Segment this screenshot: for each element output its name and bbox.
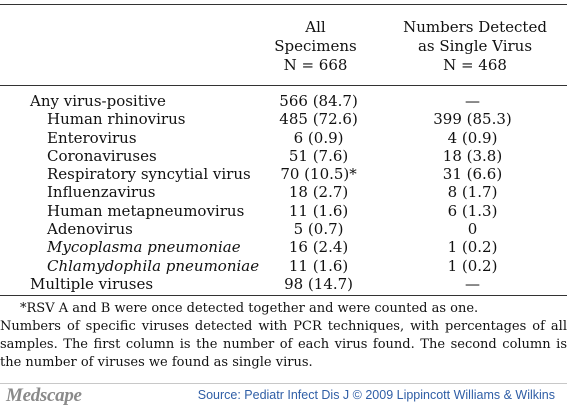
- row-label: Enterovirus: [47, 128, 137, 147]
- single-virus-value: 399 (85.3): [433, 110, 512, 129]
- single-virus-value: 1 (0.2): [447, 256, 498, 275]
- header-line: N = 468: [443, 56, 507, 74]
- header-line: All: [305, 18, 326, 36]
- single-virus-value: 18 (3.8): [442, 146, 503, 165]
- row-label: Chlamydophila pneumoniae: [47, 256, 260, 275]
- all-specimens-value: 51 (7.6): [288, 146, 349, 165]
- table-row: Enterovirus 6 (0.9) 4 (0.9): [0, 129, 567, 147]
- virus-table: Any virus-positive 566 (84.7) — Human rhino…: [0, 92, 567, 293]
- table-row: Multiple viruses 98 (14.7) —: [0, 275, 567, 293]
- table-caption: Numbers of specific viruses detected wit…: [0, 319, 567, 370]
- footnote-asterisk: *RSV A and B were once detected together…: [20, 301, 479, 316]
- row-label: Coronaviruses: [47, 146, 157, 165]
- footer-bar: Medscape Source: Pediatr Infect Dis J © …: [0, 383, 567, 407]
- table-row: Coronaviruses 51 (7.6) 18 (3.8): [0, 147, 567, 165]
- all-specimens-value: 11 (1.6): [288, 256, 349, 275]
- table-row: Human rhinovirus 485 (72.6) 399 (85.3): [0, 110, 567, 128]
- row-label-cell: Any virus-positive: [0, 92, 259, 110]
- row-label-cell: Human rhinovirus: [0, 110, 259, 128]
- all-specimens-value: 5 (0.7): [293, 220, 344, 239]
- row-label-cell: Enterovirus: [0, 129, 259, 147]
- all-specimens-value: 98 (14.7): [284, 274, 354, 293]
- medscape-logo: Medscape: [6, 385, 82, 406]
- row-label: Mycoplasma pneumoniae: [47, 238, 241, 257]
- single-virus-value: 4 (0.9): [447, 128, 498, 147]
- top-rule: [0, 4, 567, 5]
- row-label: Adenovirus: [47, 220, 133, 239]
- header-line: N = 668: [283, 56, 348, 74]
- row-label: Human metapneumovirus: [47, 201, 245, 220]
- row-label-cell: Human metapneumovirus: [0, 202, 259, 220]
- header-rule: [0, 85, 567, 86]
- single-virus-value: —: [465, 92, 480, 110]
- table-row: Any virus-positive 566 (84.7) —: [0, 92, 567, 110]
- single-virus-value: 0: [467, 220, 478, 239]
- table-row: Mycoplasma pneumoniae 16 (2.4) 1 (0.2): [0, 238, 567, 256]
- all-specimens-value: 11 (1.6): [288, 201, 349, 220]
- single-virus-value: 31 (6.6): [442, 165, 503, 184]
- single-virus-value: 8 (1.7): [447, 183, 498, 202]
- row-label-cell: Multiple viruses: [0, 275, 259, 293]
- table-row: Influenzavirus 18 (2.7) 8 (1.7): [0, 183, 567, 201]
- table-row: Human metapneumovirus 11 (1.6) 6 (1.3): [0, 202, 567, 220]
- all-specimens-value: 566 (84.7): [279, 92, 358, 110]
- single-virus-value: —: [465, 274, 480, 293]
- row-label-cell: Respiratory syncytial virus: [0, 165, 259, 183]
- row-label: Human rhinovirus: [47, 110, 186, 129]
- row-label-cell: Chlamydophila pneumoniae: [0, 257, 259, 275]
- header-line: Numbers Detected: [403, 18, 547, 36]
- bottom-rule: [0, 295, 567, 296]
- row-label: Influenzavirus: [47, 183, 156, 202]
- footnotes: *RSV A and B were once detected together…: [0, 300, 567, 372]
- row-label-cell: Influenzavirus: [0, 183, 259, 201]
- row-label-cell: Coronaviruses: [0, 147, 259, 165]
- all-specimens-value: 485 (72.6): [279, 110, 358, 129]
- row-label-cell: Mycoplasma pneumoniae: [0, 238, 259, 256]
- row-label: Respiratory syncytial virus: [47, 165, 251, 184]
- column-header-all-specimens: All Specimens N = 668: [258, 18, 373, 75]
- row-label: Any virus-positive: [30, 92, 166, 110]
- single-virus-value: 1 (0.2): [447, 238, 498, 257]
- all-specimens-value: 18 (2.7): [288, 183, 349, 202]
- all-specimens-value: 16 (2.4): [288, 238, 349, 257]
- row-label: Multiple viruses: [30, 274, 154, 293]
- all-specimens-value: 70 (10.5)*: [280, 165, 357, 184]
- header-line: as Single Virus: [417, 37, 533, 55]
- single-virus-value: 6 (1.3): [447, 201, 498, 220]
- all-specimens-value: 6 (0.9): [293, 128, 344, 147]
- source-credit: Source: Pediatr Infect Dis J © 2009 Lipp…: [197, 388, 555, 402]
- column-header-single-virus: Numbers Detected as Single Virus N = 468: [380, 18, 567, 75]
- table-row: Adenovirus 5 (0.7) 0: [0, 220, 567, 238]
- row-label-cell: Adenovirus: [0, 220, 259, 238]
- header-line: Specimens: [274, 37, 357, 55]
- table-row: Respiratory syncytial virus 70 (10.5)* 31 …: [0, 165, 567, 183]
- table-row: Chlamydophila pneumoniae 11 (1.6) 1 (0.2): [0, 257, 567, 275]
